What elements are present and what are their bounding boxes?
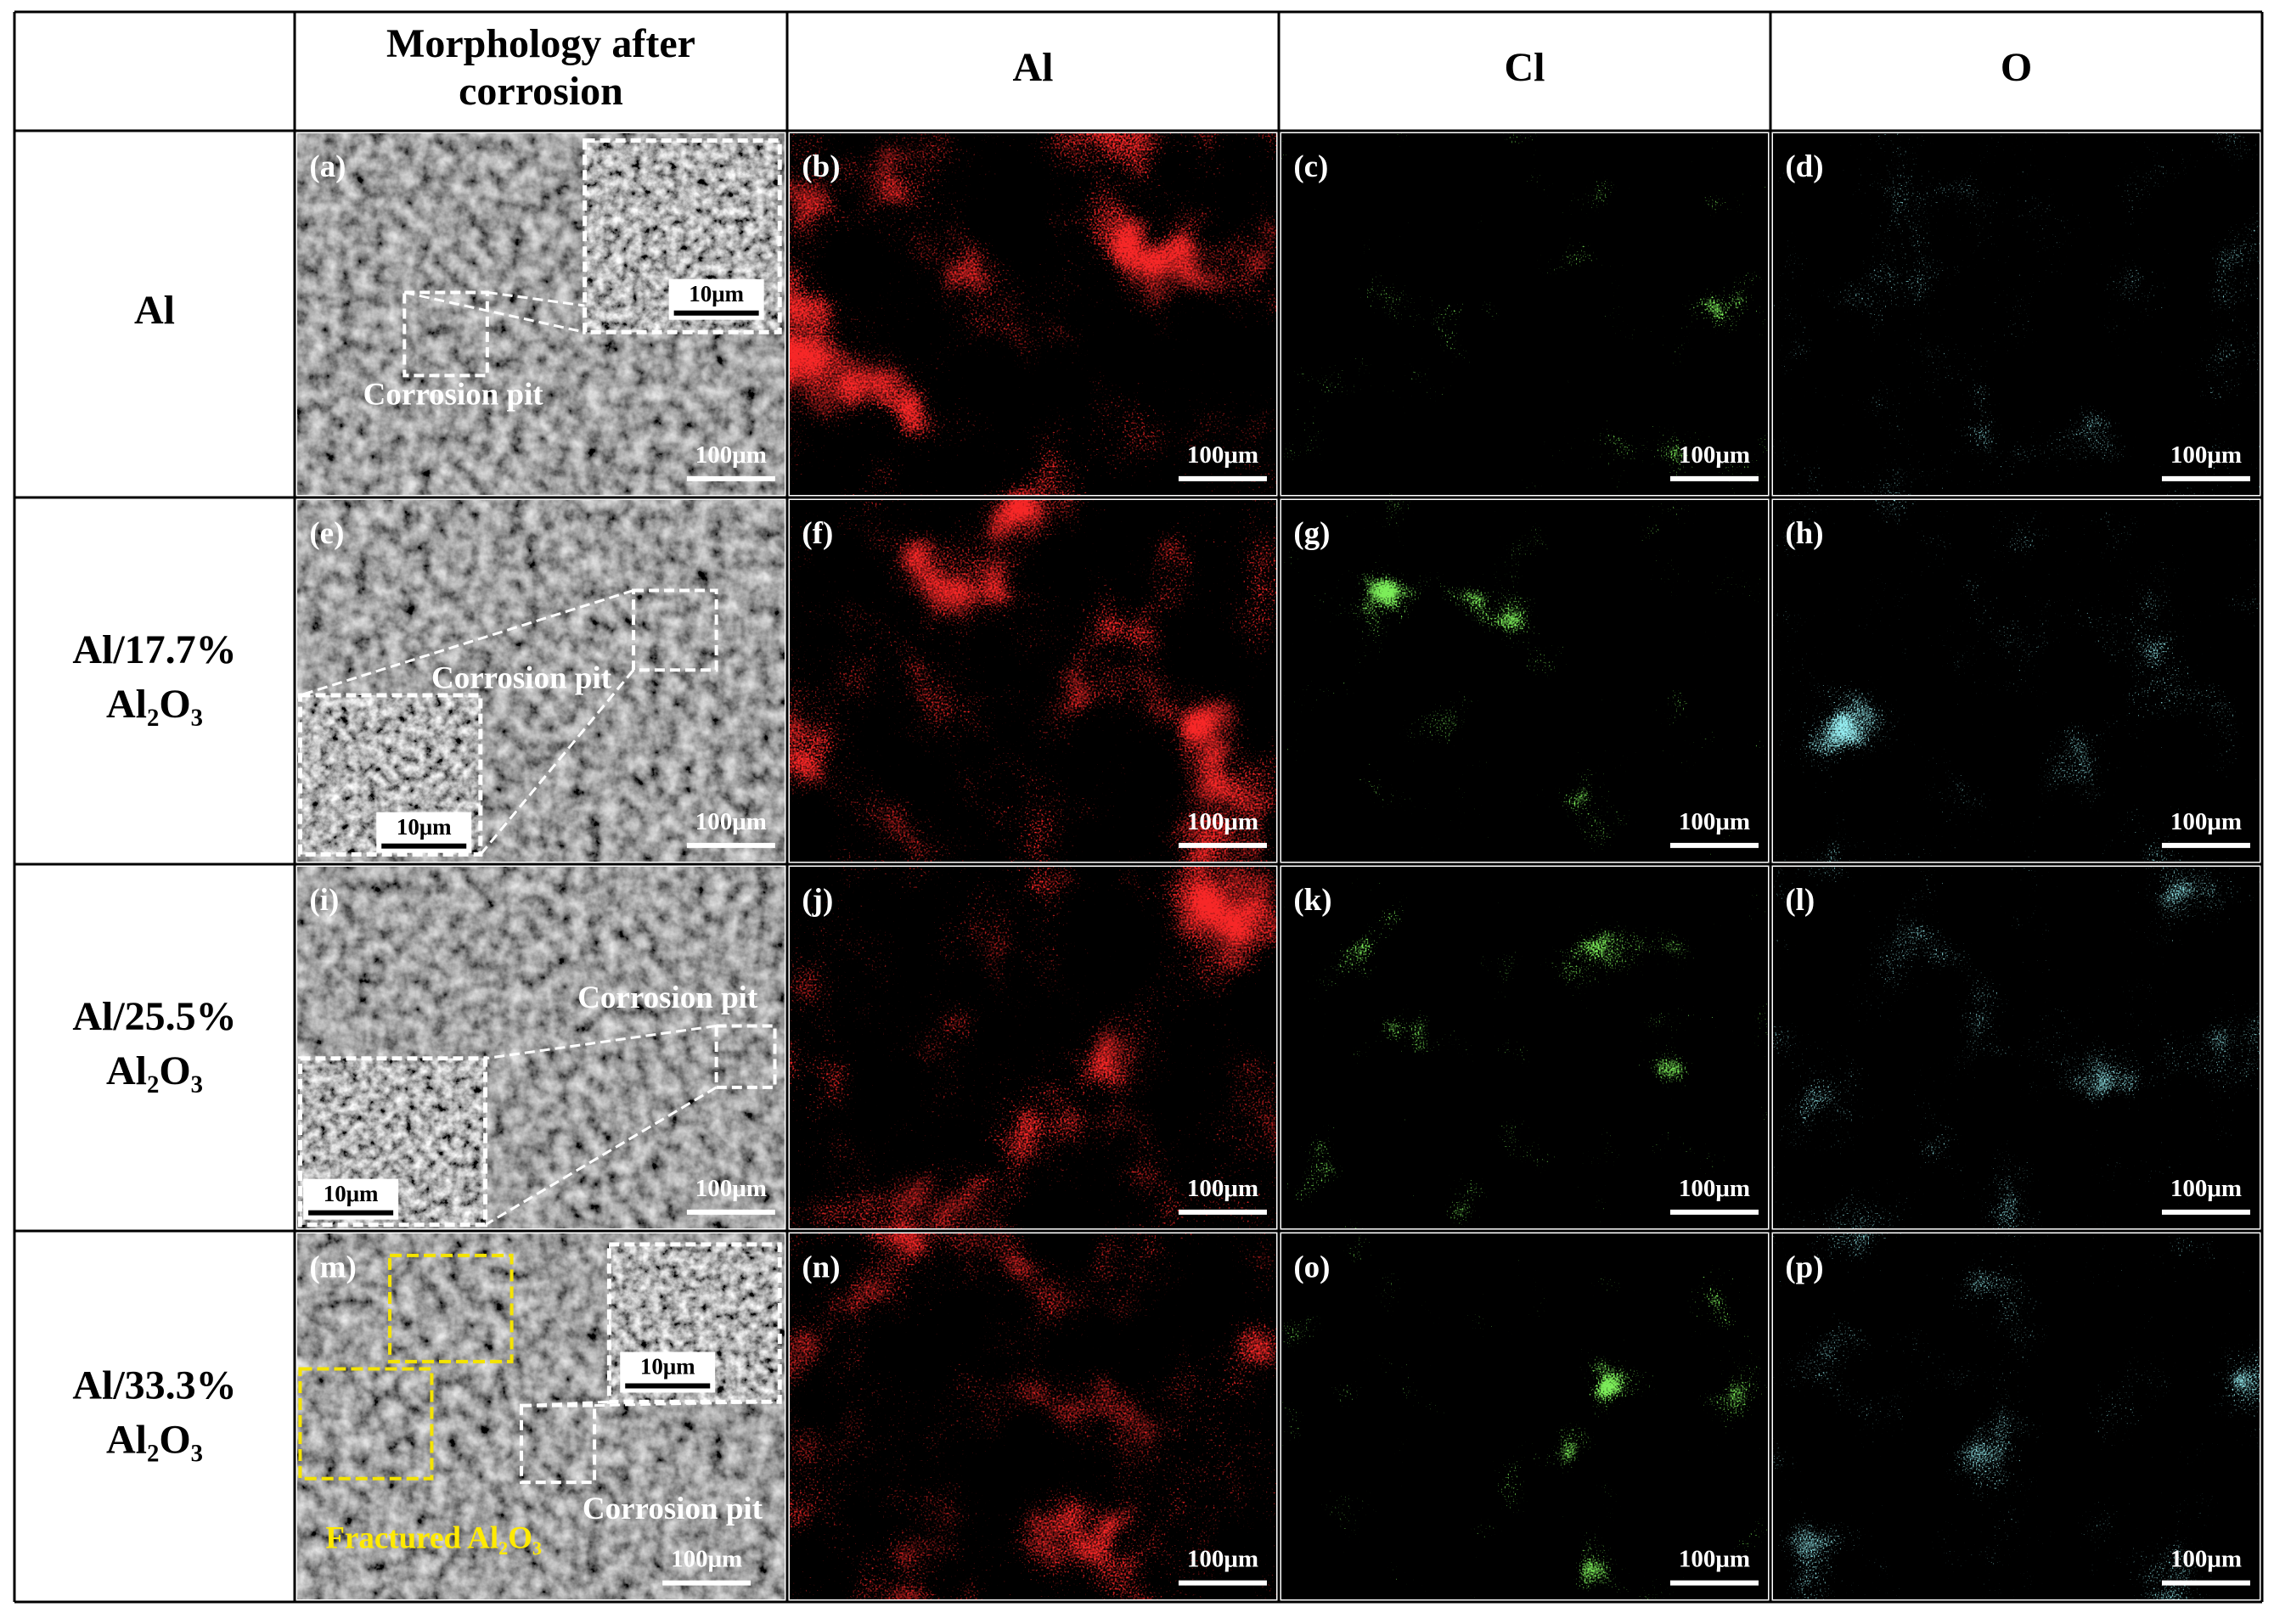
annotation: Corrosion pit [363, 377, 544, 412]
inset-frame [297, 693, 483, 857]
scale-bar-label: 100μm [1187, 1175, 1258, 1202]
inset-frame [583, 138, 782, 334]
zoom-box [632, 588, 718, 672]
scale-bar-label: 100μm [695, 441, 767, 469]
row-label: Al/25.5% [72, 994, 236, 1039]
scale-bar-label: 100μm [695, 808, 767, 835]
row-label: Al [134, 288, 175, 333]
panel-label: (b) [802, 149, 840, 184]
column-header: corrosion [459, 69, 623, 114]
inset-scale-label: 10μm [324, 1181, 379, 1206]
inset-frame [297, 1056, 488, 1228]
zoom-box [520, 1403, 597, 1485]
column-header: Cl [1505, 45, 1545, 90]
scale-bar-label: 100μm [1679, 1175, 1750, 1202]
micrograph [1281, 1233, 1768, 1599]
zoom-connector [299, 589, 634, 697]
row-label: Al/33.3% [72, 1363, 236, 1408]
column-header: Morphology after [386, 21, 695, 66]
scale-bar-label: 100μm [2170, 808, 2242, 835]
row-label: Al₂O₃ [106, 1048, 203, 1093]
inset-scale-label: 10μm [640, 1354, 695, 1380]
scale-bar-label: 100μm [1187, 441, 1258, 469]
micrograph [1281, 867, 1768, 1228]
scale-bar-label: 100μm [2170, 441, 2242, 469]
micrograph [1773, 500, 2260, 862]
panel-label: (j) [802, 883, 833, 918]
panel-label: (p) [1785, 1250, 1823, 1285]
micrograph [790, 133, 1276, 495]
inset-scale-label: 10μm [689, 281, 744, 306]
panel-label: (o) [1293, 1250, 1330, 1285]
panel-label: (n) [802, 1250, 840, 1285]
scale-bar-label: 100μm [1187, 808, 1258, 835]
micrograph [1281, 133, 1768, 495]
micrograph [1281, 500, 1768, 862]
row-label: Al₂O₃ [106, 1418, 203, 1463]
scale-bar-label: 100μm [671, 1545, 742, 1572]
micrograph [790, 1233, 1276, 1599]
scale-bar-label: 100μm [1679, 1545, 1750, 1572]
zoom-connector [485, 1024, 717, 1060]
panel-label: (h) [1785, 516, 1823, 551]
column-header: O [2001, 45, 2032, 90]
panel-label: (m) [309, 1250, 356, 1285]
annotation: Corrosion pit [577, 981, 758, 1015]
highlight-box [298, 1367, 434, 1481]
panel-label: (a) [309, 149, 346, 184]
zoom-connector [484, 1086, 718, 1227]
annotation: Fractured Al₂O₃ [325, 1521, 542, 1556]
zoom-box [402, 290, 489, 378]
scale-bar-label: 100μm [2170, 1175, 2242, 1202]
micrograph [1773, 133, 2260, 495]
row-label: Al₂O₃ [106, 682, 203, 727]
panel-label: (e) [309, 516, 344, 551]
column-header: Al [1013, 45, 1054, 90]
row-label: Al/17.7% [72, 627, 236, 672]
panel-label: (i) [309, 883, 339, 918]
zoom-connector [403, 290, 585, 334]
panel-label: (g) [1293, 516, 1330, 551]
scale-bar-label: 100μm [1679, 441, 1750, 469]
micrograph [790, 500, 1276, 862]
micrograph [1773, 867, 2260, 1228]
zoom-connector [479, 669, 635, 856]
panel-label: (k) [1293, 883, 1331, 918]
inset-scale-label: 10μm [397, 814, 452, 840]
panel-label: (c) [1293, 149, 1328, 184]
micrograph [790, 867, 1276, 1228]
highlight-box [388, 1253, 514, 1363]
scale-bar-label: 100μm [695, 1175, 767, 1202]
panel-label: (l) [1785, 883, 1815, 918]
scale-bar-label: 100μm [1679, 808, 1750, 835]
panel-label: (f) [802, 516, 833, 551]
panel-label: (d) [1785, 149, 1823, 184]
micrograph [1773, 1233, 2260, 1599]
annotation: Corrosion pit [431, 660, 612, 695]
scale-bar-label: 100μm [2170, 1545, 2242, 1572]
inset-frame [606, 1242, 782, 1404]
annotation: Corrosion pit [583, 1492, 763, 1526]
scale-bar-label: 100μm [1187, 1545, 1258, 1572]
